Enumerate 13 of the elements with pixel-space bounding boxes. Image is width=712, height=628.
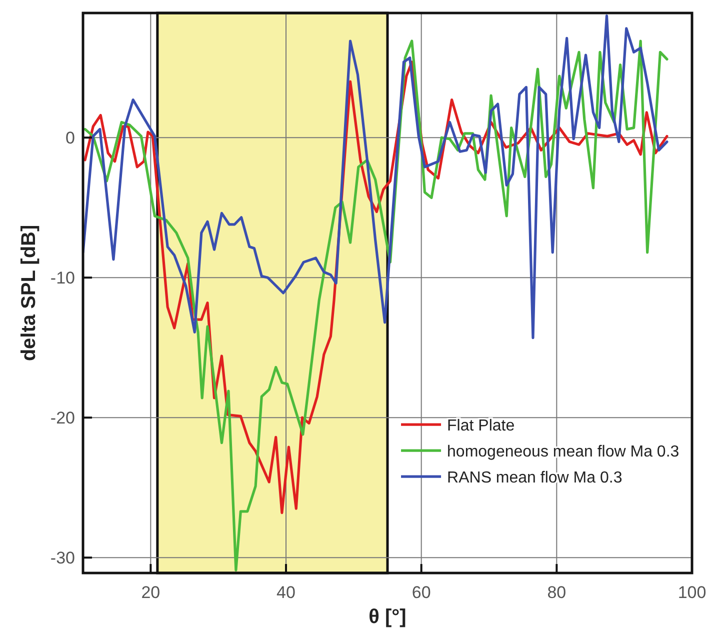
line-series xyxy=(83,14,668,340)
legend-label: Flat Plate xyxy=(447,418,515,435)
x-tick-label: 20 xyxy=(141,583,160,602)
y-tick-label: 0 xyxy=(66,128,75,148)
x-axis-title: θ [°] xyxy=(368,606,406,628)
y-tick-label: -20 xyxy=(50,408,75,428)
y-tick-label: -30 xyxy=(50,548,75,568)
y-axis-title: delta SPL [dB] xyxy=(18,224,40,362)
x-tick-label: 100 xyxy=(678,583,706,602)
x-tick-label: 60 xyxy=(412,583,431,602)
y-tick-label: -10 xyxy=(50,268,75,288)
x-tick-label: 80 xyxy=(547,583,566,602)
x-tick-label: 40 xyxy=(276,583,296,602)
